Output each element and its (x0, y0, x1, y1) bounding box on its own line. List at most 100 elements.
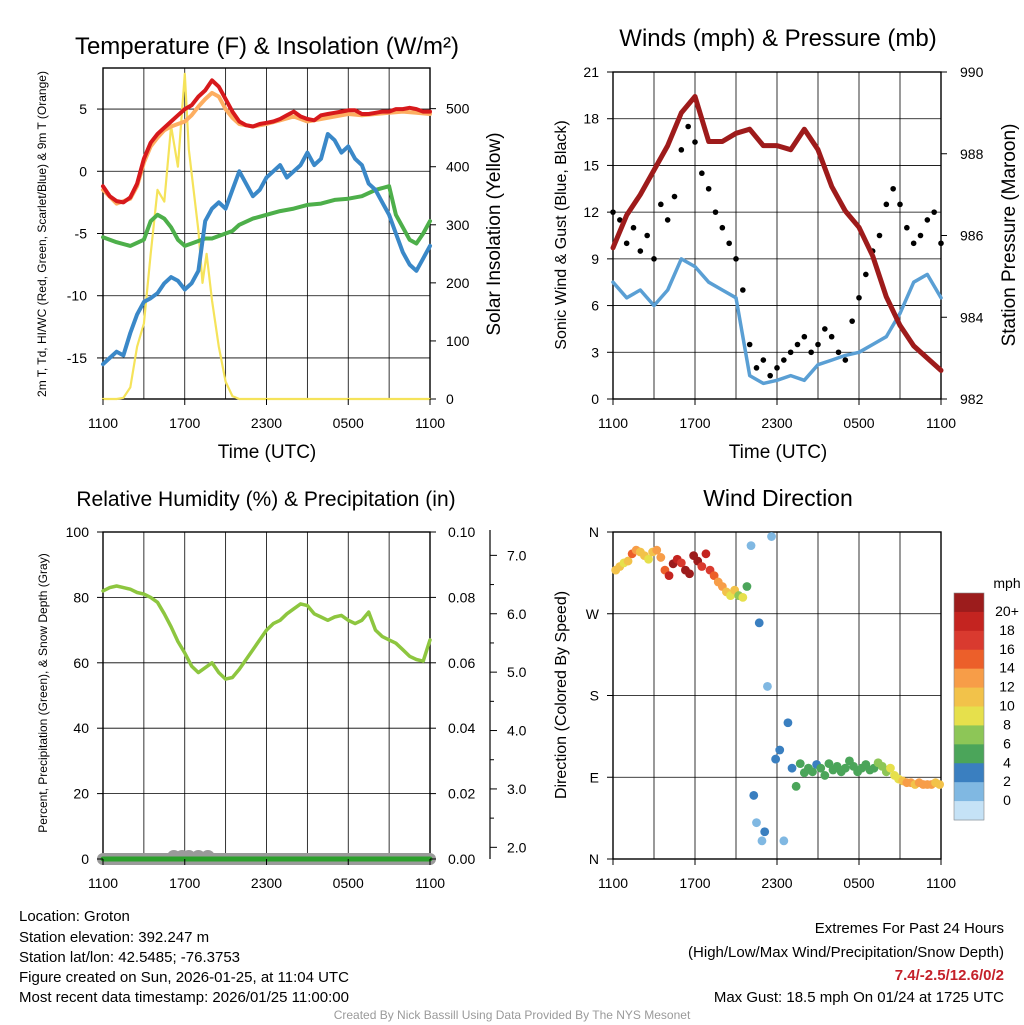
extremes-values: 7.4/-2.5/12.6/0/2 (894, 967, 1004, 984)
y-tick-label: 0 (79, 163, 87, 179)
x-tick-label: 2300 (251, 415, 282, 431)
x-tick-label: 2300 (761, 415, 792, 431)
gust-point (712, 209, 719, 215)
y-tick-label: S (590, 688, 599, 704)
direction-point (742, 582, 752, 591)
y2-tick-label: 500 (446, 101, 470, 117)
y2-tick-label: 100 (446, 333, 470, 349)
direction-point (656, 553, 666, 562)
gust-point (910, 240, 917, 247)
gust-point (740, 287, 746, 293)
series-line-td (101, 184, 432, 248)
gust-point (726, 240, 732, 247)
direction-point (767, 532, 776, 541)
gust-point (856, 294, 862, 301)
direction-point (763, 682, 772, 691)
direction-point (623, 556, 633, 566)
x-tick-label: 1100 (926, 415, 956, 431)
y3-tick-label: 5.0 (507, 664, 527, 680)
gust-point (671, 193, 678, 200)
gust-point (705, 185, 712, 192)
chart-title-direction: Wind Direction (703, 485, 853, 511)
y-axis-label: Percent, Precipitation (Green), & Snow D… (36, 553, 50, 832)
y-tick-label: 3 (591, 344, 599, 360)
series-line-hi/wc (101, 132, 432, 367)
colorbar-frame (953, 592, 985, 821)
colorbar-title: mph (993, 575, 1020, 591)
y-tick-label: 12 (583, 204, 599, 220)
direction-point (820, 771, 830, 780)
chart-title-winds: Winds (mph) & Pressure (mb) (619, 25, 936, 52)
colorbar-swatch (954, 725, 984, 745)
y2-tick-label: 982 (960, 391, 984, 407)
direction-point (652, 545, 662, 555)
colorbar-swatch (954, 593, 984, 613)
gust-point (787, 349, 794, 356)
x-tick-label: 0500 (843, 415, 874, 431)
gust-point (835, 349, 842, 356)
gust-point (733, 256, 739, 262)
x-tick-label: 0500 (843, 875, 874, 891)
y-tick-label: 0 (591, 391, 599, 407)
direction-point (664, 571, 674, 580)
gust-point (924, 217, 931, 223)
colorbar-label: 10 (999, 698, 1015, 714)
y-tick-label: E (590, 769, 599, 785)
direction-point (935, 780, 945, 789)
direction-point (685, 569, 694, 579)
x-tick-label: 1100 (598, 415, 628, 431)
y-tick-label: 9 (591, 251, 599, 267)
direction-point (886, 763, 895, 773)
credit-line: Created By Nick Bassill Using Data Provi… (333, 1008, 691, 1022)
colorbar-swatch (954, 668, 984, 689)
gust-point (685, 123, 691, 130)
y2-tick-label: 200 (446, 275, 470, 291)
colorbar-label: 0 (1003, 792, 1011, 808)
direction-point (795, 759, 805, 769)
y3-tick-label: 7.0 (507, 547, 527, 563)
y3-tick-label: 2.0 (507, 839, 527, 855)
gust-point (760, 357, 767, 363)
colorbar-label: 2 (1003, 773, 1011, 789)
y-tick-label: 100 (66, 524, 90, 540)
x-tick-label: 1700 (679, 415, 710, 431)
gust-point (719, 224, 726, 231)
gust-point (617, 217, 623, 223)
gust-point (808, 349, 814, 356)
y2-tick-label: 0 (446, 391, 454, 407)
x-tick-label: 1100 (598, 875, 628, 891)
series-line-2m (101, 78, 432, 205)
y2-tick-label: 988 (960, 146, 984, 162)
y2-tick-label: 0.10 (448, 524, 475, 540)
y-axis-label: Direction (Colored By Speed) (553, 591, 570, 799)
colorbar-label: 12 (999, 679, 1015, 695)
y-tick-label: 15 (583, 157, 599, 173)
y-tick-label: 18 (583, 111, 599, 127)
colorbar-swatch (954, 763, 984, 783)
extremes-subtitle: (High/Low/Max Wind/Precipitation/Snow De… (688, 944, 1004, 961)
direction-point (791, 781, 801, 791)
gust-point (897, 201, 903, 208)
y-tick-label: 6 (591, 298, 599, 314)
gust-point (651, 256, 657, 262)
x-tick-label: 1100 (88, 415, 118, 431)
x-tick-label: 1700 (169, 875, 200, 891)
extremes-title: Extremes For Past 24 Hours (814, 920, 1004, 937)
x-tick-label: 1700 (169, 415, 200, 431)
colorbar-label: 14 (999, 660, 1015, 676)
direction-point (754, 618, 764, 628)
gust-point (801, 333, 808, 340)
station-latlon: Station lat/lon: 42.5485; -76.3753 (19, 949, 241, 966)
series-line-pressure (610, 94, 944, 373)
gust-point (904, 224, 910, 231)
gust-point (678, 147, 685, 153)
gust-point (863, 271, 869, 278)
direction-point (644, 554, 653, 564)
gust-point (917, 232, 924, 239)
y-tick-label: -15 (67, 350, 87, 366)
gust-point (781, 357, 787, 363)
series-line-sonic-wind (611, 257, 943, 386)
chart-title-rh: Relative Humidity (%) & Precipitation (i… (76, 488, 455, 511)
colorbar-swatch (954, 649, 984, 670)
